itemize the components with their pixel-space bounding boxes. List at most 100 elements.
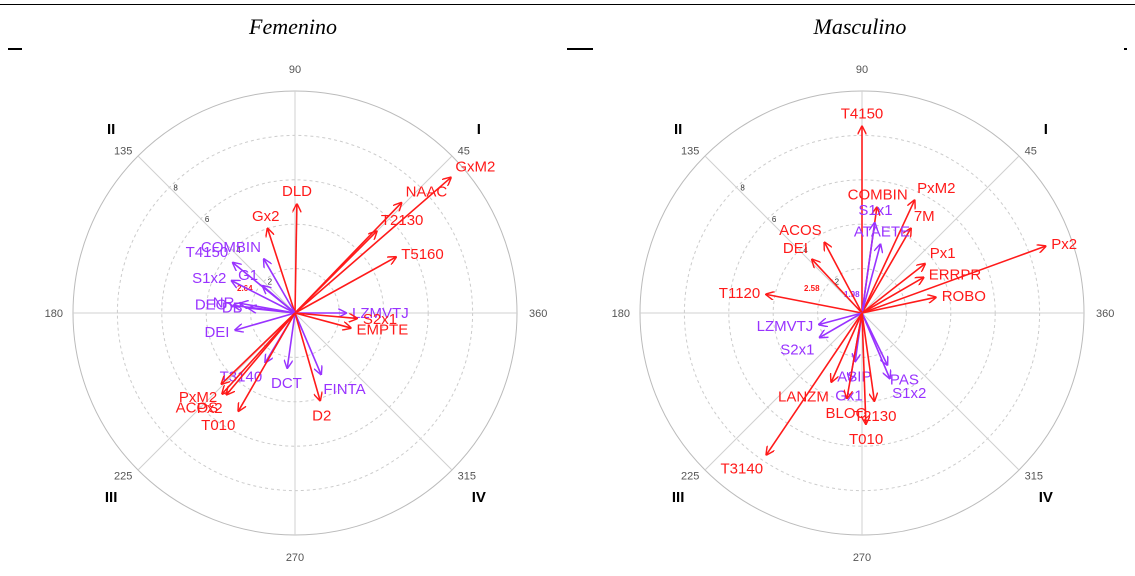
- vector-arrow: [819, 312, 863, 324]
- vector-label: T3140: [721, 461, 764, 478]
- vector-label: NAAC: [406, 183, 448, 200]
- angle-tick-label: 315: [1025, 471, 1043, 483]
- vector-label: G1: [238, 267, 258, 284]
- vector-arrow: [294, 312, 357, 318]
- angle-tick-label: 90: [289, 64, 301, 76]
- vector-arrow: [861, 312, 874, 401]
- angle-tick-label: 45: [458, 145, 470, 157]
- vector-arrow: [831, 312, 863, 382]
- quadrant-label: I: [477, 121, 481, 138]
- quadrant-label: III: [105, 489, 118, 506]
- vector-arrow: [861, 200, 915, 314]
- vector-label: S2x1: [780, 341, 814, 358]
- angle-spoke: [861, 155, 1020, 314]
- vector-label: T4150: [186, 244, 229, 261]
- vector-label: ROBO: [942, 288, 986, 305]
- vector-label: D2: [312, 407, 331, 424]
- vector-label: DB: [222, 299, 243, 316]
- vector-label: S2x1: [363, 311, 397, 328]
- angle-tick-label: 225: [681, 471, 699, 483]
- vector-arrow: [820, 312, 863, 337]
- vector-arrow: [263, 286, 296, 314]
- vector-arrow: [766, 294, 863, 314]
- vector-arrow: [861, 244, 880, 314]
- angle-spoke: [704, 312, 863, 471]
- vector-label: GxM2: [455, 159, 495, 176]
- vector-label: T010: [849, 431, 883, 448]
- vector-label: DEI: [204, 324, 229, 341]
- angle-spoke: [704, 155, 863, 314]
- vector-label: ASIP: [837, 368, 871, 385]
- vector-arrow: [294, 312, 351, 328]
- vector-arrow: [861, 223, 875, 314]
- quadrant-label: II: [107, 121, 115, 138]
- vector-arrow: [294, 312, 321, 374]
- angle-tick-label: 225: [114, 471, 132, 483]
- vector-label: FINTA: [323, 381, 365, 398]
- vector-label: PxM2: [179, 389, 217, 406]
- vector-label: ERRPR: [929, 266, 982, 283]
- angle-tick-label: 315: [458, 471, 476, 483]
- radial-tick-label: 8: [173, 183, 178, 192]
- middle-tick-rule: [567, 48, 593, 50]
- angle-tick-label: 135: [681, 145, 699, 157]
- vector-arrow: [294, 178, 451, 314]
- angle-tick-label: 135: [114, 145, 132, 157]
- vector-arrow: [861, 312, 890, 378]
- vector-label: T1120: [719, 285, 760, 302]
- angle-spoke: [861, 312, 1020, 471]
- vector-arrow: [766, 312, 863, 455]
- vector-label: 7M: [914, 208, 935, 225]
- angle-tick-label: 90: [856, 64, 868, 76]
- quadrant-label: III: [672, 489, 685, 506]
- vector-label: ACOS: [779, 222, 822, 239]
- vector-arrow: [287, 312, 296, 368]
- left-tick-rule: [8, 48, 22, 50]
- vector-label: EMPTE: [357, 321, 409, 338]
- vector-label: T2130: [381, 212, 424, 229]
- angle-tick-label: 180: [612, 308, 630, 320]
- radial-tick-label: 6: [205, 215, 210, 224]
- vector-label: ACOS: [176, 399, 219, 416]
- angle-tick-label: 45: [1025, 145, 1037, 157]
- vector-arrow: [862, 312, 866, 424]
- vector-label: COMBIN: [848, 187, 908, 204]
- quadrant-label: IV: [1039, 489, 1053, 506]
- vector-label: Px1: [930, 245, 956, 262]
- vector-label: COMBIN: [201, 239, 261, 256]
- quadrant-label: I: [1044, 121, 1048, 138]
- angle-tick-label: 360: [529, 308, 547, 320]
- vector-arrow: [861, 246, 1046, 314]
- angle-tick-label: 360: [1096, 308, 1114, 320]
- vector-arrow: [824, 242, 863, 314]
- angle-tick-label: 180: [45, 308, 63, 320]
- vector-arrow: [268, 229, 296, 314]
- vector-label: DLD: [282, 183, 312, 200]
- vector-arrow: [294, 231, 377, 314]
- vector-label: PxM2: [917, 180, 955, 197]
- vector-label: NR: [213, 294, 235, 311]
- vector-arrow: [264, 259, 296, 314]
- vector-label: S1x2: [192, 270, 226, 287]
- radial-tick-label: 8: [740, 183, 745, 192]
- radial-tick-label: 4: [236, 246, 241, 255]
- vector-label: Px2: [1051, 236, 1077, 253]
- vector-label: S1x2: [892, 385, 926, 402]
- vector-label: LZMVTJ: [757, 318, 814, 335]
- angle-tick-label: 270: [853, 552, 871, 564]
- panel-title-femenino: Femenino: [249, 14, 337, 39]
- vector-label: LANZM: [778, 388, 829, 405]
- panel-title-masculino: Masculino: [813, 14, 907, 39]
- vector-label: DEI: [783, 240, 808, 257]
- vector-label: LZMVTJ: [352, 305, 409, 322]
- right-tick-rule: [1124, 48, 1127, 50]
- vector-arrow: [232, 281, 296, 314]
- radial-tick-label: 2: [268, 278, 273, 287]
- vector-arrow: [294, 312, 320, 400]
- vector-label: T010: [201, 417, 235, 434]
- angle-tick-label: 270: [286, 552, 304, 564]
- vector-arrow: [861, 277, 924, 314]
- vector-label: DCT: [271, 375, 302, 392]
- vector-label: DEO: [195, 297, 228, 314]
